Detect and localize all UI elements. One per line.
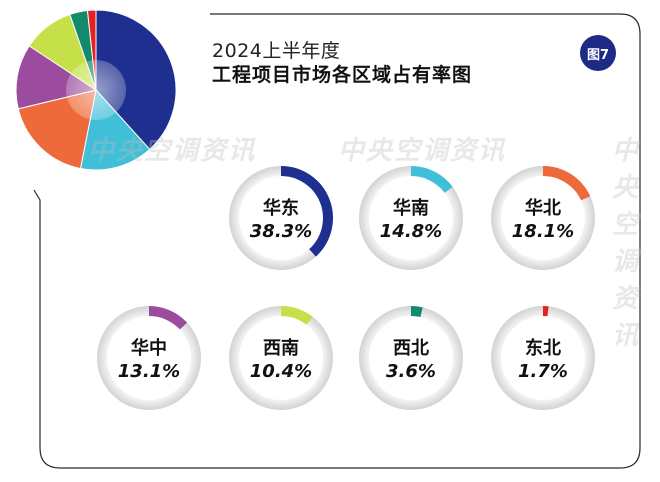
- gauge-inner-disc: [369, 176, 453, 260]
- chart-title-year: 2024上半年度: [212, 40, 341, 62]
- gauge-inner-disc: [501, 176, 585, 260]
- gauge-percent-label: 10.4%: [250, 361, 312, 382]
- gauge-region-label: 西北: [393, 338, 429, 359]
- gauge-region-label: 华南: [393, 197, 429, 219]
- gauge-inner-disc: [369, 316, 453, 400]
- gauge-inner-disc: [239, 176, 323, 260]
- gauge-value-arc: [280, 166, 333, 257]
- gauge-percent-label: 14.8%: [380, 221, 442, 242]
- figure-number-badge: 图7: [580, 35, 616, 71]
- gauge-percent-label: 3.6%: [386, 361, 436, 382]
- gauge-value-arc: [542, 166, 591, 202]
- gauge-percent-label: 13.1%: [118, 361, 180, 382]
- gauge-region-label: 华北: [525, 197, 561, 219]
- gauge-percent-label: 1.7%: [518, 361, 568, 382]
- gauge-inner-disc: [501, 316, 585, 400]
- gauge-region-label: 华中: [131, 337, 167, 359]
- gauge-region-label: 东北: [525, 337, 561, 359]
- pie-slice-1: [95, 9, 177, 151]
- gauge-region-label: 华东: [263, 197, 299, 219]
- pie-center-hub: [66, 60, 126, 120]
- gauge-value-arc: [410, 166, 453, 194]
- gauge-6: 西北3.6%: [359, 306, 463, 410]
- gauge-value-arc: [410, 306, 423, 319]
- gauge-percent-label: 18.1%: [512, 221, 574, 242]
- gauge-inner-disc: [239, 316, 323, 400]
- chart-title: 工程项目市场各区域占有率图: [212, 64, 473, 86]
- gauge-value-arc: [280, 306, 313, 326]
- gauge-inner-disc: [107, 316, 191, 400]
- frame-border: [33, 13, 641, 469]
- pie-chart: [15, 9, 177, 171]
- donut-gauges: 华东38.3%华南14.8%华北18.1%华中13.1%西南10.4%西北3.6…: [97, 166, 595, 410]
- gauge-percent-label: 38.3%: [250, 221, 312, 242]
- gauge-7: 东北1.7%: [491, 306, 595, 410]
- gauge-value-arc: [148, 306, 188, 331]
- gauge-region-label: 西南: [263, 337, 299, 359]
